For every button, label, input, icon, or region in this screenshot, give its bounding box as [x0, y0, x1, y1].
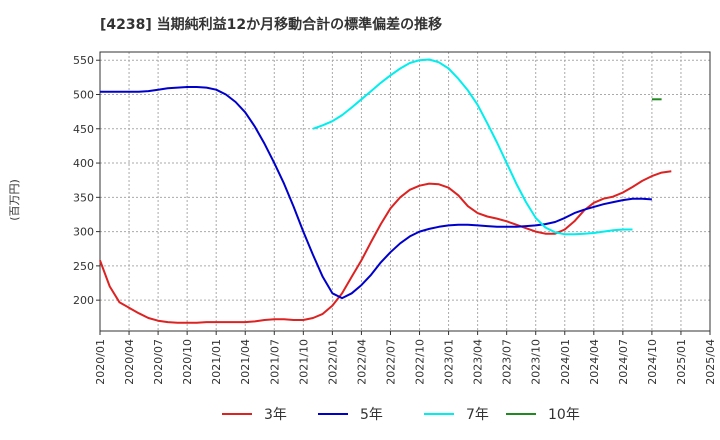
x-tick-label: 2021/01 — [210, 339, 223, 385]
legend-label: 7年 — [466, 407, 489, 423]
x-tick-label: 2025/04 — [704, 339, 717, 385]
y-tick-label: 400 — [73, 157, 94, 170]
x-tick-label: 2021/07 — [268, 339, 281, 385]
x-tick-label: 2020/04 — [123, 339, 136, 385]
x-tick-label: 2022/10 — [414, 339, 427, 385]
x-tick-label: 2022/01 — [326, 339, 339, 385]
x-tick-label: 2023/07 — [501, 339, 514, 385]
legend: 3年 5年 7年 10年 — [222, 407, 580, 423]
x-tick-label: 2025/01 — [675, 339, 688, 385]
y-tick-label: 200 — [73, 294, 94, 307]
y-tick-label: 350 — [73, 191, 94, 204]
x-tick-label: 2020/10 — [181, 339, 194, 385]
x-tick-label: 2020/07 — [152, 339, 165, 385]
y-axis-ticks: 200 250 300 350 400 450 500 550 — [73, 54, 100, 307]
plot-area — [99, 51, 711, 332]
x-tick-label: 2024/04 — [588, 339, 601, 385]
grid-lines — [100, 52, 710, 331]
y-axis-label: (百万円) — [8, 179, 21, 221]
series-line — [99, 170, 672, 324]
series-lines — [99, 58, 672, 324]
y-tick-label: 250 — [73, 260, 94, 273]
legend-label: 5年 — [360, 407, 383, 423]
x-tick-label: 2024/07 — [617, 339, 630, 385]
y-tick-label: 500 — [73, 89, 94, 102]
x-tick-label: 2022/07 — [384, 339, 397, 385]
y-tick-label: 300 — [73, 226, 94, 239]
legend-label: 10年 — [548, 407, 580, 423]
x-tick-label: 2020/01 — [94, 339, 107, 385]
y-tick-label: 550 — [73, 54, 94, 67]
x-tick-label: 2024/01 — [559, 339, 572, 385]
x-tick-label: 2023/10 — [530, 339, 543, 385]
x-tick-label: 2023/04 — [472, 339, 485, 385]
x-tick-label: 2021/10 — [297, 339, 310, 385]
chart-title: [4238] 当期純利益12か月移動合計の標準偏差の推移 — [100, 16, 442, 33]
x-axis-ticks: 2020/01 2020/04 2020/07 2020/10 2021/01 2021/… — [94, 331, 717, 385]
series-line — [312, 58, 633, 236]
y-tick-label: 450 — [73, 123, 94, 136]
x-tick-label: 2021/04 — [239, 339, 252, 385]
x-tick-label: 2022/04 — [355, 339, 368, 385]
x-tick-label: 2023/01 — [443, 339, 456, 385]
series-line — [100, 86, 652, 300]
x-tick-label: 2024/10 — [646, 339, 659, 385]
legend-label: 3年 — [264, 407, 287, 423]
